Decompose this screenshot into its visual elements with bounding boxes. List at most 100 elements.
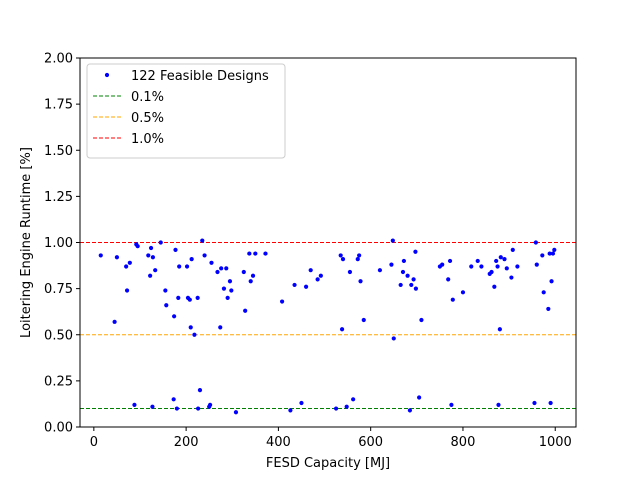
data-point-17 xyxy=(164,303,169,308)
data-point-53 xyxy=(263,251,268,256)
data-point-47 xyxy=(241,269,246,275)
data-point-40 xyxy=(219,266,224,271)
data-point-33 xyxy=(200,238,205,243)
data-point-113 xyxy=(534,262,539,267)
data-point-46 xyxy=(233,410,239,415)
data-point-71 xyxy=(358,279,363,284)
x-tick-label: 1000 xyxy=(539,435,572,450)
y-tick-label: 0.25 xyxy=(44,374,73,389)
data-point-76 xyxy=(391,336,396,341)
data-points xyxy=(98,238,557,415)
data-point-37 xyxy=(209,260,214,265)
y-tick-label: 0.75 xyxy=(44,282,73,297)
y-tick-label: 1.75 xyxy=(44,98,73,113)
legend-box xyxy=(86,63,286,159)
legend-entry: 1.0% xyxy=(131,132,164,147)
data-point-54 xyxy=(279,299,285,304)
data-point-82 xyxy=(409,282,414,288)
data-point-41 xyxy=(221,286,227,291)
data-point-44 xyxy=(227,279,233,284)
y-tick-label: 0.00 xyxy=(44,421,73,436)
data-point-38 xyxy=(215,269,220,275)
data-point-62 xyxy=(333,406,339,411)
data-point-96 xyxy=(475,258,480,264)
data-point-27 xyxy=(188,325,193,330)
data-point-10 xyxy=(148,273,153,278)
data-point-8 xyxy=(135,244,140,249)
data-point-90 xyxy=(446,277,451,282)
data-point-0 xyxy=(98,253,103,258)
data-point-100 xyxy=(492,284,497,289)
legend-entry: 0.5% xyxy=(131,111,164,126)
data-point-19 xyxy=(172,314,177,319)
y-tick-label: 1.50 xyxy=(44,144,73,159)
data-point-45 xyxy=(229,288,234,293)
data-point-74 xyxy=(389,262,394,267)
data-point-112 xyxy=(533,240,538,245)
x-tick-label: 200 xyxy=(174,435,199,450)
data-point-86 xyxy=(417,395,422,400)
data-point-59 xyxy=(308,268,313,273)
data-point-81 xyxy=(407,408,412,413)
data-point-39 xyxy=(218,325,223,330)
reference-lines xyxy=(80,242,576,410)
data-point-121 xyxy=(552,247,557,252)
data-point-115 xyxy=(541,290,546,295)
data-point-28 xyxy=(189,257,194,262)
data-point-26 xyxy=(187,297,192,302)
data-point-110 xyxy=(515,264,520,269)
data-point-55 xyxy=(288,408,293,413)
data-point-48 xyxy=(243,308,248,313)
data-point-105 xyxy=(498,255,503,260)
data-point-12 xyxy=(150,404,155,409)
data-point-120 xyxy=(550,251,556,256)
data-point-24 xyxy=(184,264,190,269)
data-point-50 xyxy=(248,279,253,284)
data-point-73 xyxy=(377,268,383,273)
data-point-72 xyxy=(361,317,366,323)
data-point-11 xyxy=(148,245,154,251)
data-point-66 xyxy=(344,404,349,409)
data-point-92 xyxy=(449,402,454,407)
data-point-69 xyxy=(355,257,360,262)
data-point-80 xyxy=(405,273,410,278)
data-point-70 xyxy=(357,253,362,258)
data-point-36 xyxy=(208,402,213,407)
data-point-43 xyxy=(225,295,230,300)
x-tick-label: 0 xyxy=(90,435,98,450)
data-point-63 xyxy=(338,253,343,258)
data-point-23 xyxy=(177,264,182,269)
data-point-79 xyxy=(401,258,406,264)
data-point-85 xyxy=(413,286,418,291)
data-point-116 xyxy=(546,306,551,312)
y-axis-ticks: 0.00 0.25 0.50 0.75 1.00 1.25 1.50 1.75 2.00 xyxy=(44,52,80,436)
legend: 122 Feasible Designs 0.1% 0.5% 1.0% xyxy=(86,63,286,159)
data-point-61 xyxy=(318,273,323,278)
data-point-60 xyxy=(315,277,320,282)
data-point-111 xyxy=(532,400,537,406)
data-point-22 xyxy=(176,295,181,300)
data-point-32 xyxy=(197,388,203,393)
data-point-67 xyxy=(347,269,353,275)
legend-entry: 122 Feasible Designs xyxy=(131,69,269,84)
data-point-117 xyxy=(547,251,552,256)
y-axis-label: Loitering Engine Runtime [%] xyxy=(19,147,34,338)
data-point-99 xyxy=(489,269,494,275)
x-tick-label: 400 xyxy=(266,435,291,450)
data-point-3 xyxy=(124,264,129,269)
data-point-93 xyxy=(450,297,455,302)
data-point-52 xyxy=(253,251,258,256)
data-point-4 xyxy=(124,288,130,293)
data-point-5 xyxy=(127,260,132,265)
x-axis-label: FESD Capacity [MJ] xyxy=(266,456,390,471)
data-point-42 xyxy=(224,266,229,271)
data-point-2 xyxy=(114,255,120,260)
data-point-49 xyxy=(247,251,252,256)
x-tick-label: 600 xyxy=(358,435,383,450)
y-tick-label: 1.00 xyxy=(44,236,73,251)
y-tick-label: 2.00 xyxy=(44,52,73,67)
data-point-16 xyxy=(163,288,168,293)
data-point-119 xyxy=(549,279,554,284)
legend-marker xyxy=(104,72,110,78)
